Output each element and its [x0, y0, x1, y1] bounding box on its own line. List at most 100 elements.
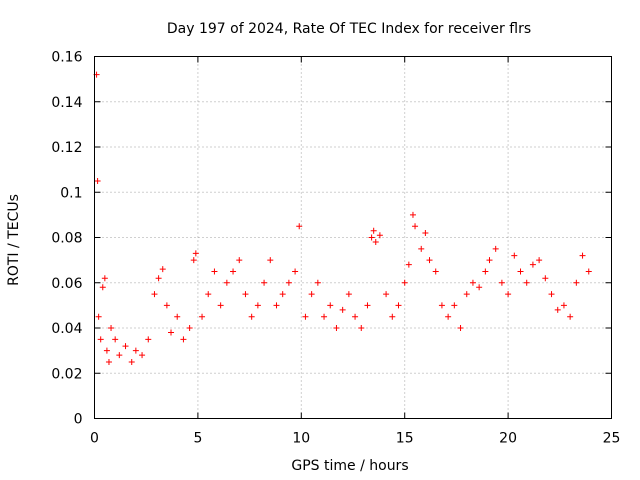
data-point: [116, 352, 123, 359]
data-point: [451, 302, 458, 309]
data-point: [368, 234, 375, 241]
x-axis-ticks: 0 5 10 15 20 25: [90, 56, 621, 447]
plot-frame: [94, 56, 612, 419]
data-point: [145, 336, 152, 343]
data-point: [395, 302, 402, 309]
data-point: [585, 268, 592, 275]
data-point: [492, 245, 499, 252]
data-point: [94, 177, 101, 184]
data-point: [95, 313, 102, 320]
y-tick-label: 0: [74, 412, 83, 428]
data-point: [405, 261, 412, 268]
data-point: [97, 336, 104, 343]
data-point: [267, 257, 274, 264]
data-point: [174, 313, 181, 320]
data-point: [296, 223, 303, 230]
data-point: [505, 291, 512, 298]
data-point: [511, 252, 518, 259]
data-point: [498, 279, 505, 286]
data-point: [327, 302, 334, 309]
data-point: [389, 313, 396, 320]
x-tick-label: 20: [499, 431, 517, 447]
data-point: [567, 313, 574, 320]
data-point: [445, 313, 452, 320]
data-point: [99, 284, 106, 291]
data-point: [352, 313, 359, 320]
data-point: [372, 239, 379, 246]
data-point: [159, 266, 166, 273]
data-point: [463, 291, 470, 298]
y-axis-ticks: 0 0.02 0.04 0.06 0.08 0.1 0.12 0.14 0.16: [51, 50, 612, 428]
data-point: [554, 306, 561, 313]
data-point: [358, 325, 365, 331]
data-point: [529, 261, 536, 268]
data-point: [548, 291, 555, 298]
data-point: [230, 268, 237, 275]
data-point: [190, 257, 197, 264]
data-point: [523, 279, 530, 286]
y-tick-label: 0.02: [51, 366, 82, 382]
data-point: [345, 291, 352, 298]
data-point: [279, 291, 286, 298]
x-tick-label: 15: [396, 431, 414, 447]
data-point: [192, 250, 199, 257]
data-point: [254, 302, 261, 309]
data-point: [180, 336, 187, 343]
data-point: [128, 358, 135, 365]
data-point: [409, 211, 416, 218]
data-point: [536, 257, 543, 264]
data-point: [101, 275, 108, 282]
data-point: [383, 291, 390, 298]
y-tick-label: 0.16: [51, 50, 82, 66]
data-point: [438, 302, 445, 309]
data-point: [321, 313, 328, 320]
data-point: [364, 302, 371, 309]
data-point: [139, 352, 146, 359]
x-tick-label: 25: [603, 431, 621, 447]
data-point: [105, 358, 112, 365]
data-point: [314, 279, 321, 286]
data-point: [482, 268, 489, 275]
data-point: [236, 257, 243, 264]
data-point: [248, 313, 255, 320]
data-point: [199, 313, 206, 320]
data-point: [370, 227, 377, 234]
x-tick-label: 5: [193, 431, 202, 447]
data-point: [273, 302, 280, 309]
data-point: [486, 257, 493, 264]
data-point: [457, 325, 464, 331]
data-point: [469, 279, 476, 286]
data-point: [339, 306, 346, 313]
data-point: [579, 252, 586, 259]
data-points: [93, 71, 592, 365]
x-tick-label: 0: [90, 431, 99, 447]
data-point: [223, 279, 230, 286]
y-tick-label: 0.14: [51, 95, 82, 111]
data-point: [155, 275, 162, 282]
y-tick-label: 0.12: [51, 140, 82, 156]
data-point: [132, 347, 139, 354]
data-point: [573, 279, 580, 286]
data-point: [401, 279, 408, 286]
data-point: [426, 257, 433, 264]
data-point: [163, 302, 170, 309]
data-point: [302, 313, 309, 320]
data-point: [560, 302, 567, 309]
data-point: [285, 279, 292, 286]
data-point: [292, 268, 299, 275]
data-point: [217, 302, 224, 309]
data-point: [205, 291, 212, 298]
grid-lines: [94, 56, 612, 419]
data-point: [112, 336, 119, 343]
data-point: [542, 275, 549, 282]
data-point: [412, 223, 419, 230]
data-point: [168, 329, 175, 336]
data-point: [108, 325, 115, 331]
data-point: [376, 232, 383, 239]
data-point: [333, 325, 340, 331]
data-point: [261, 279, 268, 286]
data-point: [418, 245, 425, 252]
y-tick-label: 0.04: [51, 321, 82, 337]
data-point: [432, 268, 439, 275]
